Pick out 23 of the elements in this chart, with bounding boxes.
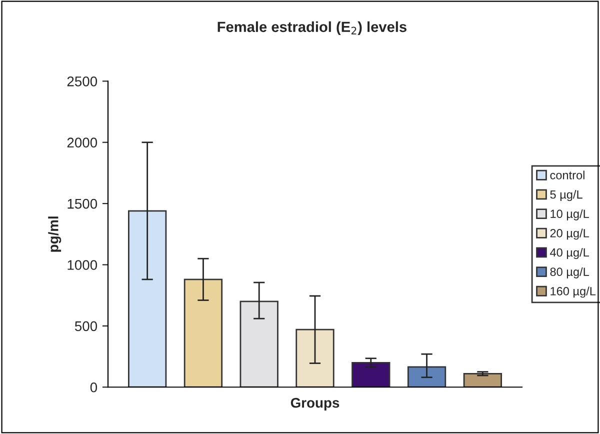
legend-label: 10 µg/L [550, 209, 589, 220]
bar [352, 362, 390, 388]
x-axis-title: Groups [290, 398, 340, 410]
bar [296, 328, 334, 388]
legend-label: 20 µg/L [550, 228, 589, 240]
bar [128, 210, 167, 388]
y-tick-label: 1000 [68, 260, 98, 270]
y-tick-label: 2000 [67, 138, 98, 148]
chart-title: Female estradiol (E$_{2}$) levels [218, 21, 406, 35]
legend-label: 5 µg/L [550, 190, 582, 202]
y-tick-label: 0 [90, 382, 98, 392]
y-tick-label: 1500 [68, 198, 98, 209]
legend-label: control [550, 170, 584, 180]
legend-label: 160 µg/L [550, 286, 596, 298]
legend-label: 80 µg/L [550, 267, 589, 278]
y-tick-label: 500 [74, 321, 98, 332]
bar [240, 300, 278, 388]
bar [463, 372, 502, 388]
y-tick-label: 2500 [67, 76, 98, 86]
y-axis-title: pg/ml [48, 216, 62, 252]
bar [407, 366, 446, 388]
bar [184, 278, 223, 388]
legend-label: 40 µg/L [550, 248, 589, 260]
